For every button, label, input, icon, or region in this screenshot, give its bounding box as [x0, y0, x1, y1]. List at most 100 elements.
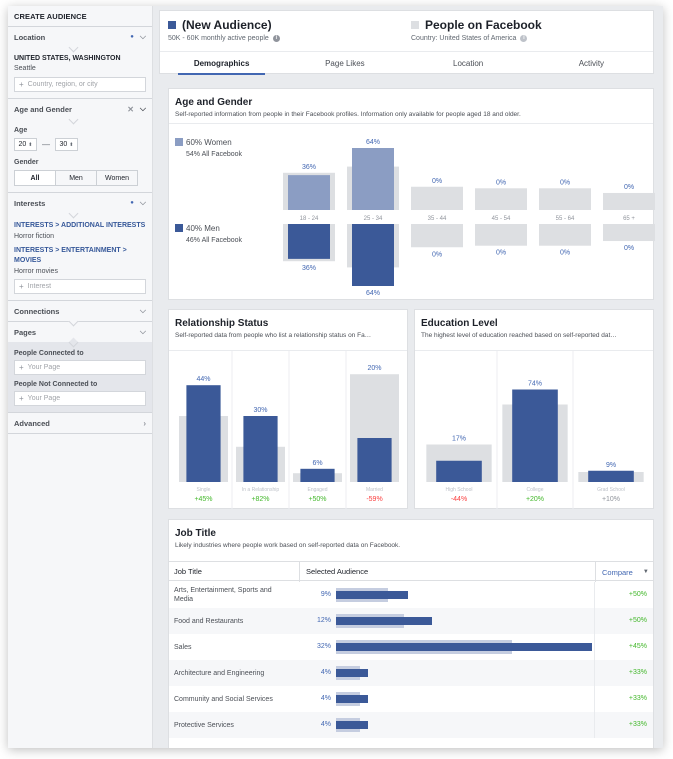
pages-header[interactable]: Pages ⌵	[8, 322, 152, 348]
table-row[interactable]: Architecture and Engineering 4% +33%	[169, 660, 653, 686]
connected-page-placeholder: Your Page	[27, 364, 61, 371]
selected-audience-title-row: (New Audience)	[168, 18, 272, 32]
tab-location[interactable]: Location	[453, 59, 484, 68]
compare-label: +50%	[308, 496, 326, 503]
job-title-cell: Sales	[174, 643, 192, 651]
interest-path-1[interactable]: INTERESTS > ADDITIONAL INTERESTS	[14, 222, 146, 229]
col-selected-audience[interactable]: Selected Audience	[306, 566, 369, 576]
table-row[interactable]: Food and Restaurants 12% +50%	[169, 608, 653, 634]
selected-audience-pct: 4%	[320, 669, 331, 676]
women-label: 60% Women	[186, 138, 232, 147]
audience-title: (New Audience)	[182, 18, 272, 32]
job-title-heading: Job Title	[175, 528, 216, 539]
chevron-down-icon[interactable]: ⌵	[139, 198, 146, 207]
men-baseline-bar	[539, 224, 591, 246]
table-row[interactable]: Sales 32% +45%	[169, 634, 653, 660]
interest-search-input[interactable]: + Interest	[14, 279, 146, 294]
close-icon[interactable]: ✕	[127, 104, 134, 114]
col-job-title[interactable]: Job Title	[174, 566, 202, 576]
age-max-select[interactable]: 30 ⬍	[55, 138, 78, 151]
selected-audience-pct: 4%	[320, 695, 331, 702]
chevron-down-icon[interactable]: ⌵	[139, 327, 146, 336]
job-title-cell: Community and Social Services	[174, 695, 273, 703]
location-header[interactable]: Location ● ⌵	[8, 27, 152, 53]
facebook-title-row: People on Facebook	[411, 18, 542, 32]
selected-audience-pct: 12%	[316, 617, 331, 624]
table-row[interactable]: Community and Social Services 4% +33%	[169, 686, 653, 712]
category-tick-label: Single	[197, 487, 211, 493]
job-title-subtitle: Likely industries where people work base…	[175, 542, 401, 549]
audience-bar	[243, 416, 278, 482]
age-min-select[interactable]: 20 ⬍	[14, 138, 37, 151]
pages-body: People Connected to + Your Page People N…	[8, 342, 152, 412]
chevron-down-icon[interactable]: ⌵	[139, 104, 146, 113]
tab-activity[interactable]: Activity	[578, 59, 605, 68]
connections-label: Connections	[14, 306, 60, 316]
job-title-cell: Arts, Entertainment, Sports and Media	[174, 587, 272, 603]
chevron-right-icon[interactable]: ›	[143, 418, 146, 428]
women-baseline-bar	[411, 186, 463, 210]
age-gender-label: Age and Gender	[14, 104, 72, 114]
compare-label: +45%	[194, 496, 212, 503]
interests-label: Interests	[14, 198, 46, 208]
women-bar	[352, 148, 394, 210]
job-title-cell: Protective Services	[174, 721, 234, 729]
interest-path-part: INTERESTS	[14, 247, 54, 254]
women-data-label: 0%	[560, 179, 570, 186]
men-baseline-bar	[411, 224, 463, 248]
men-data-label: 0%	[560, 250, 570, 257]
location-section: Location ● ⌵ UNITED STATES, WASHINGTON S…	[8, 26, 152, 98]
connected-page-input[interactable]: + Your Page	[14, 360, 146, 375]
women-bar	[288, 175, 330, 210]
settings-dot-icon[interactable]: ●	[130, 34, 134, 40]
interest-path-part: MOVIES	[14, 257, 42, 264]
info-icon[interactable]: i	[272, 35, 280, 42]
not-connected-page-input[interactable]: + Your Page	[14, 391, 146, 406]
gender-all-button[interactable]: All	[14, 170, 56, 186]
compare-label: +10%	[602, 496, 620, 503]
chevron-down-icon[interactable]: ⌵	[139, 306, 146, 315]
category-tick-label: Grad School	[597, 487, 625, 493]
age-gender-title: Age and Gender	[175, 97, 253, 108]
location-search-input[interactable]: + Country, region, or city	[14, 77, 146, 92]
category-tick-label: In a Relationship	[242, 487, 279, 493]
women-data-label: 0%	[496, 179, 506, 186]
age-gender-header[interactable]: Age and Gender ✕ ⌵	[8, 99, 152, 125]
women-legend: 60% Women	[175, 138, 232, 147]
interest-path-2[interactable]: INTERESTS > ENTERTAINMENT > MOVIES	[14, 247, 127, 264]
gender-men-button[interactable]: Men	[55, 170, 97, 186]
men-baseline-bar	[475, 224, 527, 246]
relationship-title: Relationship Status	[175, 318, 269, 329]
women-data-label: 0%	[624, 184, 634, 191]
audience-bar	[336, 617, 432, 625]
location-city: Seattle	[14, 65, 36, 72]
chevron-down-icon[interactable]: ⌵	[139, 32, 146, 41]
men-bar	[352, 224, 394, 286]
connections-header[interactable]: Connections ⌵	[8, 301, 152, 327]
audience-bar	[336, 643, 592, 651]
gender-women-button[interactable]: Women	[96, 170, 138, 186]
compare-dropdown[interactable]: Compare ▼	[595, 562, 653, 582]
men-data-label: 0%	[496, 250, 506, 257]
gender-label: Gender	[14, 159, 39, 166]
job-title-cell: Food and Restaurants	[174, 617, 244, 625]
table-row[interactable]: Arts, Entertainment, Sports and Media 9% +…	[169, 582, 653, 608]
audience-subtitle-row: 50K - 60K monthly active people i	[168, 35, 280, 42]
tab-page-likes[interactable]: Page Likes	[325, 59, 365, 68]
table-row[interactable]: Protective Services 4% +33%	[169, 712, 653, 738]
men-data-label: 0%	[624, 245, 634, 252]
age-tick-label: 55 - 64	[556, 216, 575, 222]
interest-value-1: Horror fiction	[14, 233, 55, 240]
info-icon[interactable]: i	[520, 35, 528, 42]
plus-icon: +	[19, 282, 24, 291]
interests-header[interactable]: Interests ● ⌵	[8, 193, 152, 219]
men-bar	[288, 224, 330, 259]
tab-demographics[interactable]: Demographics	[160, 52, 283, 75]
category-tick-label: Married	[366, 487, 383, 493]
age-range-dash: —	[42, 140, 50, 149]
compare-label: +82%	[251, 496, 269, 503]
job-title-card: Job Title Likely industries where people…	[168, 519, 654, 748]
advanced-header[interactable]: Advanced ›	[8, 413, 152, 433]
settings-dot-icon[interactable]: ●	[130, 200, 134, 206]
age-tick-label: 45 - 54	[492, 216, 511, 222]
